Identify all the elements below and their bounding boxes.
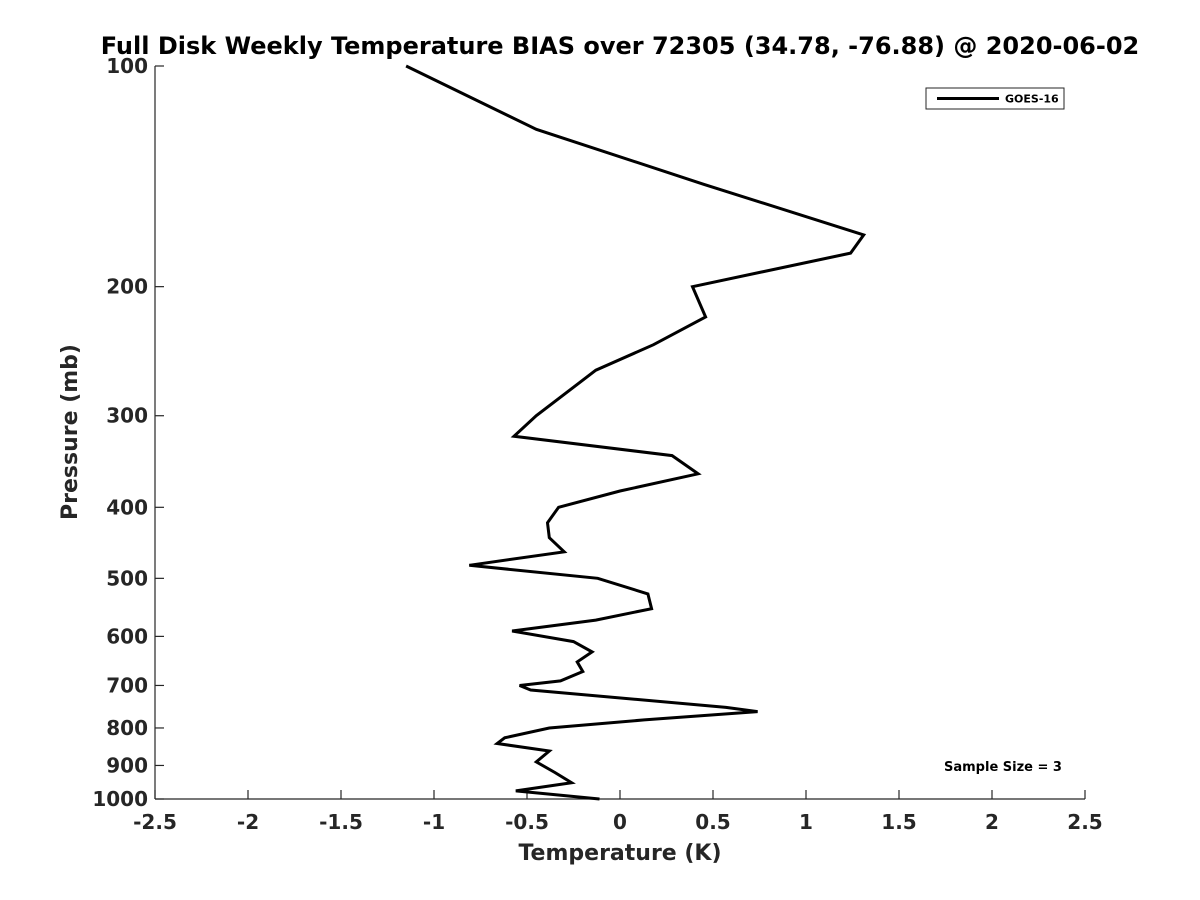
- y-tick-label: 900: [106, 753, 148, 777]
- x-tick-label: 1: [799, 810, 813, 834]
- y-tick-label: 1000: [92, 787, 148, 811]
- y-axis-label: Pressure (mb): [58, 344, 83, 520]
- y-tick-label: 600: [106, 624, 148, 648]
- y-ticks: 100 200 300 400 500 600 700 800 900 1000: [92, 54, 164, 811]
- x-tick-label: -1.5: [319, 810, 363, 834]
- x-tick-label: -2.5: [133, 810, 177, 834]
- x-tick-label: 2.5: [1067, 810, 1102, 834]
- chart-title: Full Disk Weekly Temperature BIAS over 7…: [101, 32, 1140, 60]
- x-tick-label: 1.5: [881, 810, 916, 834]
- legend: GOES-16: [925, 87, 1065, 110]
- y-tick-label: 500: [106, 566, 148, 590]
- sample-size-annotation: Sample Size = 3: [944, 760, 1062, 775]
- y-tick-label: 200: [106, 275, 148, 299]
- series-layer: [405, 64, 867, 801]
- y-tick-label: 400: [106, 495, 148, 519]
- series-line-goes16: [405, 64, 867, 801]
- y-tick-label: 700: [106, 673, 148, 697]
- x-tick-label: -0.5: [505, 810, 549, 834]
- x-tick-label: 2: [985, 810, 999, 834]
- x-axis-label: Temperature (K): [518, 841, 721, 866]
- x-tick-label: -1: [423, 810, 445, 834]
- y-tick-label: 300: [106, 404, 148, 428]
- legend-label-goes16: GOES-16: [1005, 93, 1059, 106]
- x-tick-label: 0: [613, 810, 627, 834]
- y-tick-label: 800: [106, 716, 148, 740]
- y-tick-label: 100: [106, 54, 148, 78]
- x-ticks: -2.5 -2 -1.5 -1 -0.5 0 0.5 1 1.5 2 2.5: [133, 790, 1103, 834]
- x-tick-label: -2: [237, 810, 259, 834]
- x-tick-label: 0.5: [695, 810, 730, 834]
